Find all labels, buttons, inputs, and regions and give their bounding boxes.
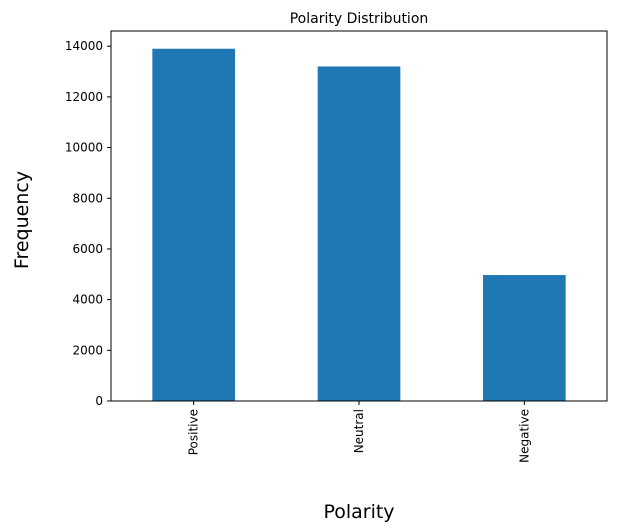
y-axis-label: Frequency	[11, 171, 33, 269]
x-axis-ticks: Positive Neutral Negative	[187, 401, 531, 463]
y-tick-label: 6000	[72, 242, 103, 256]
x-tick-label-neutral: Neutral	[352, 409, 366, 453]
y-tick-label: 4000	[72, 293, 103, 307]
y-tick-label: 10000	[65, 141, 103, 155]
x-tick-label-positive: Positive	[187, 409, 201, 455]
y-tick-label: 12000	[65, 90, 103, 104]
bars-group	[152, 48, 566, 402]
bar-positive	[152, 48, 235, 402]
bar-neutral	[317, 66, 401, 401]
x-axis-label: Polarity	[323, 501, 394, 523]
y-tick-label: 8000	[72, 191, 103, 205]
y-tick-label: 0	[95, 394, 103, 408]
chart-title: Polarity Distribution	[290, 11, 429, 27]
y-tick-label: 14000	[65, 39, 103, 53]
y-tick-label: 2000	[72, 343, 103, 357]
x-tick-label-negative: Negative	[517, 409, 531, 463]
y-axis-ticks: 0 2000 4000 6000 8000 10000 12000 14000	[65, 39, 111, 408]
bar-negative	[483, 275, 566, 401]
